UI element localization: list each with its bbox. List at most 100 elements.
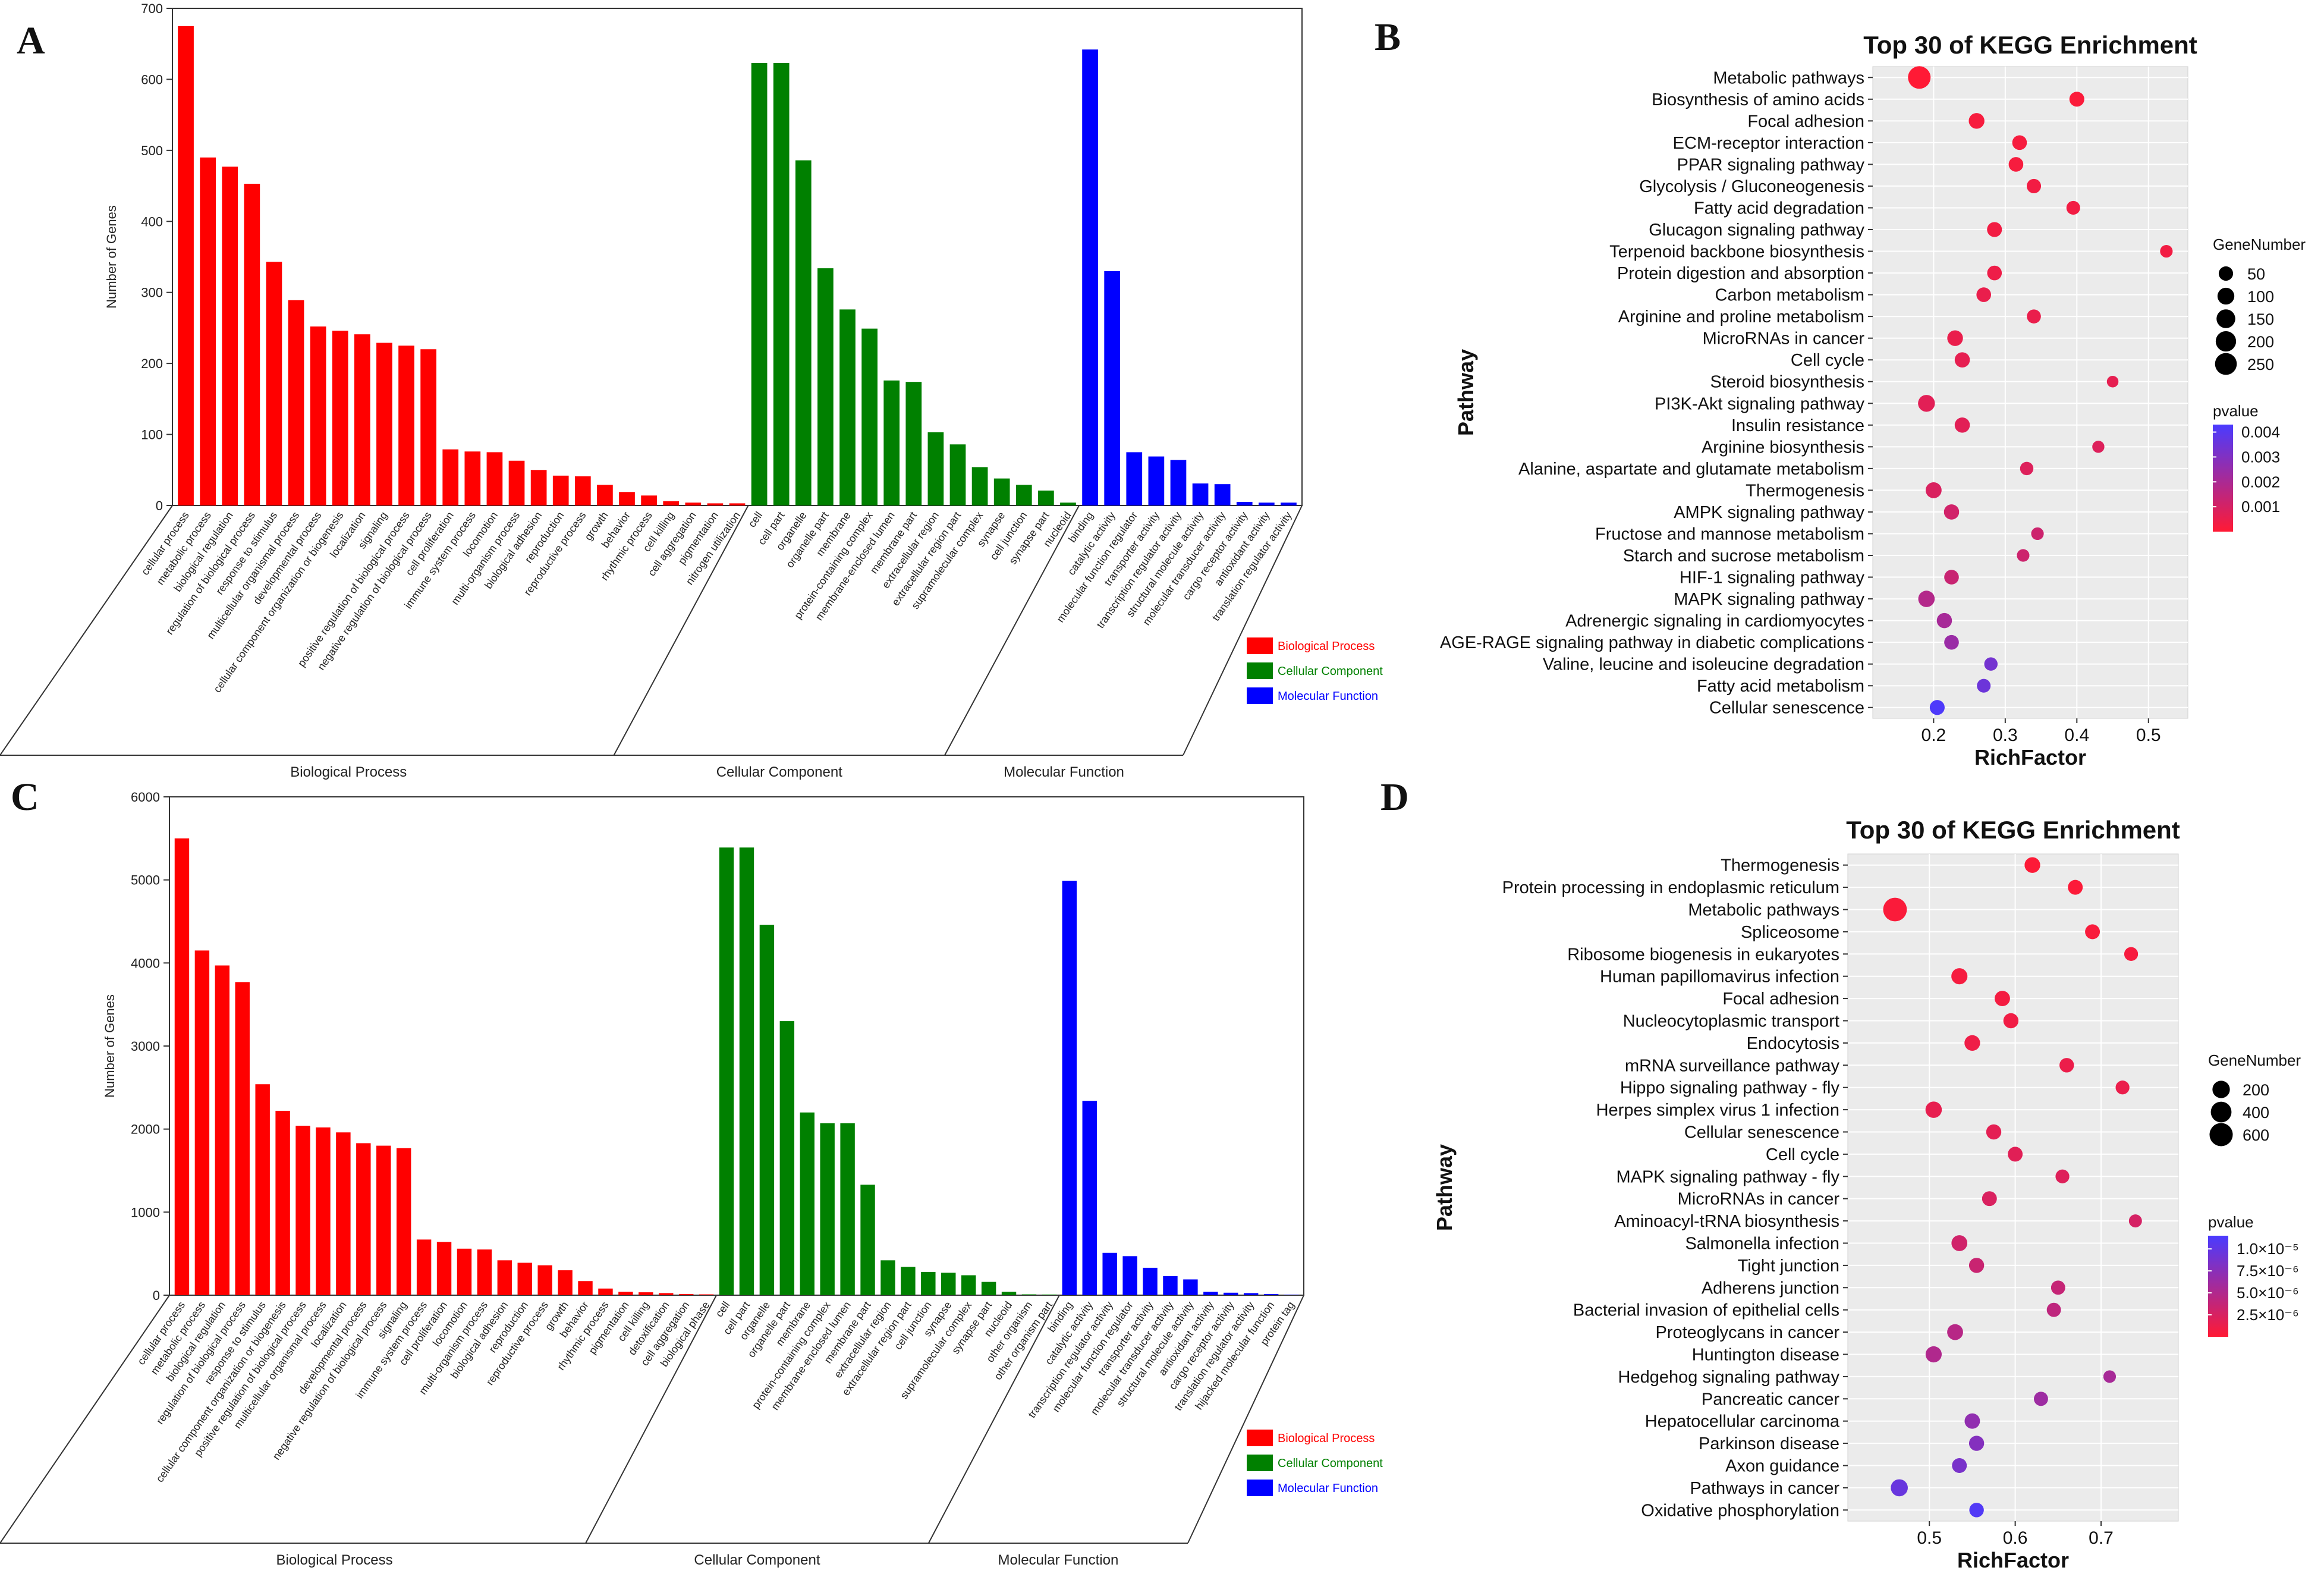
legend-label-mf: Molecular Function <box>1278 690 1378 703</box>
bar-bp-positive-regulation-of-biological-process <box>295 1126 310 1295</box>
group-separator-bp-cc <box>613 505 749 756</box>
y-tick-label: 1000 <box>131 1205 160 1220</box>
pathway-label: Spliceosome <box>1741 923 1839 942</box>
dot-proteoglycans-in-cancer <box>1947 1324 1963 1340</box>
pathway-label: MAPK signaling pathway <box>1674 590 1864 609</box>
bar-cc-extracellular-region <box>927 432 944 505</box>
pathway-label: Steroid biosynthesis <box>1710 373 1864 392</box>
legend-swatch-mf <box>1247 1480 1273 1496</box>
bar-mf-translation-regulator-activity <box>1281 502 1297 505</box>
dot-hepatocellular-carcinoma <box>1964 1413 1980 1429</box>
bar-bp-growth <box>597 485 613 505</box>
frame-right-slant <box>1183 505 1303 756</box>
chart-title: Top 30 of KEGG Enrichment <box>1863 31 2197 59</box>
dot-biosynthesis-of-amino-acids <box>2069 92 2084 107</box>
bar-bp-reproduction <box>552 475 569 505</box>
color-legend-bar <box>2208 1236 2228 1337</box>
dot-ribosome-biogenesis-in-eukaryotes <box>2124 947 2139 961</box>
bar-cc-nucleoid <box>1060 502 1076 505</box>
dot-terpenoid-backbone-biosynthesis <box>2160 244 2173 258</box>
panel-letter-d: D <box>1380 775 1409 819</box>
size-legend-title: GeneNumber <box>2213 235 2306 253</box>
bar-mf-transporter-activity <box>1143 1267 1158 1295</box>
y-tick-label: 500 <box>141 143 163 158</box>
dot-valine-leucine-and-isoleucine-degradation <box>1984 657 1998 671</box>
bar-cc-synapse-part <box>1038 490 1054 505</box>
pathway-label: PI3K-Akt signaling pathway <box>1655 394 1865 413</box>
pathway-label: Cellular senescence <box>1684 1123 1839 1142</box>
bar-cc-membrane <box>839 309 856 505</box>
size-legend-label: 200 <box>2247 333 2274 351</box>
bar-cc-cell <box>751 62 768 505</box>
y-tick-label: 4000 <box>131 956 160 970</box>
group-separator-cc-mf <box>944 505 1080 756</box>
bar-bp-reproduction <box>517 1262 532 1295</box>
dot-starch-and-sucrose-metabolism <box>2017 549 2030 562</box>
bar-bp-locomotion <box>486 452 503 505</box>
y-axis-label: Pathway <box>1454 349 1478 436</box>
bar-bp-response-to-stimulus <box>255 1084 270 1295</box>
bar-mf-catalytic-activity <box>1104 271 1121 505</box>
size-legend-dot <box>2215 331 2237 352</box>
size-legend-title: GeneNumber <box>2208 1051 2301 1069</box>
bar-bp-signaling <box>376 343 392 505</box>
bar-bp-behavior <box>619 492 635 505</box>
bar-bp-locomotion <box>457 1248 472 1295</box>
dot-arginine-biosynthesis <box>2092 441 2105 453</box>
dot-glycolysis-gluconeogenesis <box>2026 178 2042 194</box>
y-tick-label: 600 <box>141 72 163 87</box>
dot-pathways-in-cancer <box>1891 1479 1908 1497</box>
group-separator-cc-mf <box>927 1295 1060 1544</box>
bar-cc-supramolecular-complex <box>961 1275 976 1295</box>
bar-bp-regulation-of-biological-process <box>235 982 250 1295</box>
pathway-label: Glucagon signaling pathway <box>1649 221 1864 240</box>
panel-letter-b: B <box>1375 15 1401 59</box>
pathway-label: ECM-receptor interaction <box>1673 134 1864 153</box>
pathway-label: Starch and sucrose metabolism <box>1623 546 1864 566</box>
bar-cc-synapse <box>941 1273 956 1295</box>
color-legend-title: pvalue <box>2213 402 2259 420</box>
bar-bp-response-to-stimulus <box>266 262 282 505</box>
bar-mf-transcription-regulator-activity <box>1170 460 1187 505</box>
dot-metabolic-pathways <box>1908 66 1931 89</box>
panel-letter-a: A <box>17 19 45 62</box>
dot-fatty-acid-degradation <box>2066 200 2080 215</box>
size-legend-label: 250 <box>2247 356 2274 373</box>
bar-cc-organelle <box>795 160 812 505</box>
dot-herpes-simplex-virus-1-infection <box>1925 1101 1942 1118</box>
legend-swatch-cc <box>1247 662 1273 679</box>
bar-bp-cellular-component-organization-or-biogenesis <box>332 331 348 505</box>
color-tick-label: 0.001 <box>2241 498 2280 516</box>
frame-left-slant <box>0 1295 170 1544</box>
x-tick-label: 0.5 <box>2136 725 2161 745</box>
legend-swatch-bp <box>1247 1430 1273 1446</box>
bar-bp-metabolic-process <box>200 157 216 505</box>
x-tick-label: 0.2 <box>1922 725 1946 745</box>
bar-cc-nucleoid <box>1001 1292 1017 1295</box>
bar-bp-cell-proliferation <box>436 1242 452 1295</box>
bar-cc-membrane-enclosed-lumen <box>883 380 900 505</box>
dot-mapk-signaling-pathway <box>1918 591 1935 607</box>
pathway-label: Arginine biosynthesis <box>1702 438 1864 457</box>
bar-cc-organelle-part <box>817 268 834 505</box>
bar-bp-cell-killing <box>663 501 680 505</box>
color-tick-label: 1.0×10⁻⁵ <box>2237 1240 2299 1258</box>
size-legend-dot <box>2212 1081 2230 1098</box>
legend-label-mf: Molecular Function <box>1278 1482 1378 1495</box>
y-tick-label: 6000 <box>131 790 160 805</box>
plot-panel <box>1847 853 2179 1522</box>
group-label-mf: Molecular Function <box>998 1552 1119 1568</box>
pathway-label: Cell cycle <box>1791 351 1864 370</box>
x-category-label: cell <box>713 1299 732 1320</box>
kegg-dot-plot-b: Top 30 of KEGG Enrichment Metabolic pathw… <box>1440 31 2306 769</box>
color-tick-label: 2.5×10⁻⁶ <box>2237 1306 2299 1324</box>
bar-cc-extracellular-region-part <box>901 1267 916 1295</box>
dot-nucleocytoplasmic-transport <box>2003 1013 2019 1029</box>
pathway-label: Protein digestion and absorption <box>1617 264 1864 283</box>
dot-glucagon-signaling-pathway <box>1987 222 2002 237</box>
bar-bp-developmental-process <box>310 326 326 505</box>
dot-mrna-surveillance-pathway <box>2059 1058 2074 1073</box>
color-tick-label: 5.0×10⁻⁶ <box>2237 1284 2299 1302</box>
bar-bp-multicellular-organismal-process <box>316 1127 331 1295</box>
